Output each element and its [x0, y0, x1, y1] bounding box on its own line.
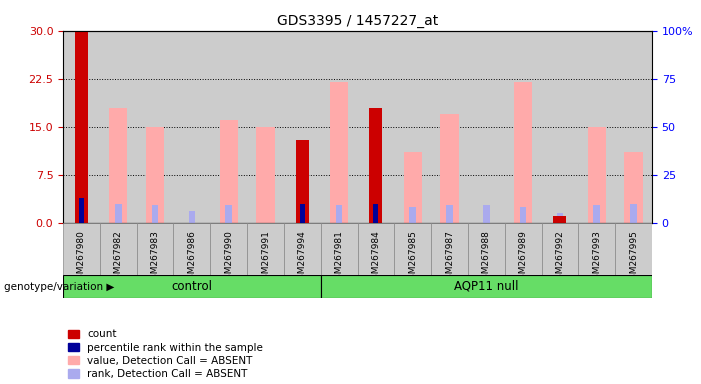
- Bar: [505, 223, 541, 275]
- Bar: [320, 31, 358, 223]
- Bar: [541, 223, 578, 275]
- Bar: [615, 223, 652, 275]
- Text: GSM267986: GSM267986: [187, 230, 196, 285]
- Text: GSM267987: GSM267987: [445, 230, 454, 285]
- Bar: [75, 31, 88, 223]
- Bar: [409, 207, 416, 223]
- Bar: [330, 82, 348, 223]
- Text: GSM267988: GSM267988: [482, 230, 491, 285]
- Bar: [594, 205, 600, 223]
- Bar: [541, 31, 578, 223]
- Bar: [431, 223, 468, 275]
- Text: GSM267985: GSM267985: [408, 230, 417, 285]
- Bar: [247, 223, 284, 275]
- Bar: [189, 211, 195, 223]
- Bar: [300, 204, 305, 223]
- Bar: [505, 31, 541, 223]
- Text: control: control: [172, 280, 212, 293]
- Bar: [174, 223, 210, 275]
- Bar: [578, 31, 615, 223]
- Text: GSM267981: GSM267981: [334, 230, 343, 285]
- Bar: [296, 139, 308, 223]
- Bar: [554, 216, 566, 223]
- Text: GSM267984: GSM267984: [372, 230, 381, 285]
- Bar: [79, 198, 84, 223]
- Bar: [137, 31, 173, 223]
- Bar: [404, 152, 422, 223]
- Text: GSM267993: GSM267993: [592, 230, 601, 285]
- Bar: [615, 31, 652, 223]
- Bar: [447, 205, 453, 223]
- Bar: [210, 31, 247, 223]
- Text: GSM267992: GSM267992: [555, 230, 564, 285]
- Bar: [630, 204, 637, 223]
- Bar: [440, 114, 458, 223]
- Bar: [557, 213, 563, 223]
- Text: GSM267982: GSM267982: [114, 230, 123, 285]
- Bar: [226, 205, 232, 223]
- Bar: [394, 31, 431, 223]
- Text: genotype/variation ▶: genotype/variation ▶: [4, 282, 114, 292]
- Text: GSM267995: GSM267995: [629, 230, 638, 285]
- Bar: [115, 204, 121, 223]
- Text: GSM267994: GSM267994: [298, 230, 307, 285]
- Bar: [520, 207, 526, 223]
- Bar: [625, 152, 643, 223]
- Text: AQP11 null: AQP11 null: [454, 280, 519, 293]
- Title: GDS3395 / 1457227_at: GDS3395 / 1457227_at: [277, 14, 438, 28]
- Text: GSM267983: GSM267983: [151, 230, 160, 285]
- Bar: [468, 31, 505, 223]
- Bar: [210, 223, 247, 275]
- Bar: [374, 204, 379, 223]
- Bar: [578, 223, 615, 275]
- Bar: [257, 127, 275, 223]
- Bar: [146, 127, 164, 223]
- Bar: [587, 127, 606, 223]
- Bar: [514, 82, 532, 223]
- Bar: [320, 275, 652, 298]
- Text: GSM267980: GSM267980: [77, 230, 86, 285]
- Bar: [284, 31, 320, 223]
- Text: GSM267991: GSM267991: [261, 230, 270, 285]
- Bar: [173, 31, 210, 223]
- Bar: [284, 223, 320, 275]
- Bar: [219, 120, 238, 223]
- Bar: [394, 223, 431, 275]
- Bar: [358, 223, 394, 275]
- Legend: count, percentile rank within the sample, value, Detection Call = ABSENT, rank, : count, percentile rank within the sample…: [68, 329, 263, 379]
- Text: GSM267990: GSM267990: [224, 230, 233, 285]
- Bar: [299, 205, 306, 223]
- Bar: [137, 223, 174, 275]
- Bar: [63, 223, 100, 275]
- Text: GSM267989: GSM267989: [519, 230, 528, 285]
- Bar: [483, 205, 489, 223]
- Bar: [109, 108, 128, 223]
- Bar: [152, 205, 158, 223]
- Bar: [63, 31, 100, 223]
- Bar: [468, 223, 505, 275]
- Bar: [247, 31, 284, 223]
- Bar: [431, 31, 468, 223]
- Bar: [100, 223, 137, 275]
- Bar: [358, 31, 394, 223]
- Bar: [336, 205, 342, 223]
- Bar: [100, 31, 137, 223]
- Bar: [369, 108, 382, 223]
- Bar: [63, 275, 320, 298]
- Bar: [320, 223, 358, 275]
